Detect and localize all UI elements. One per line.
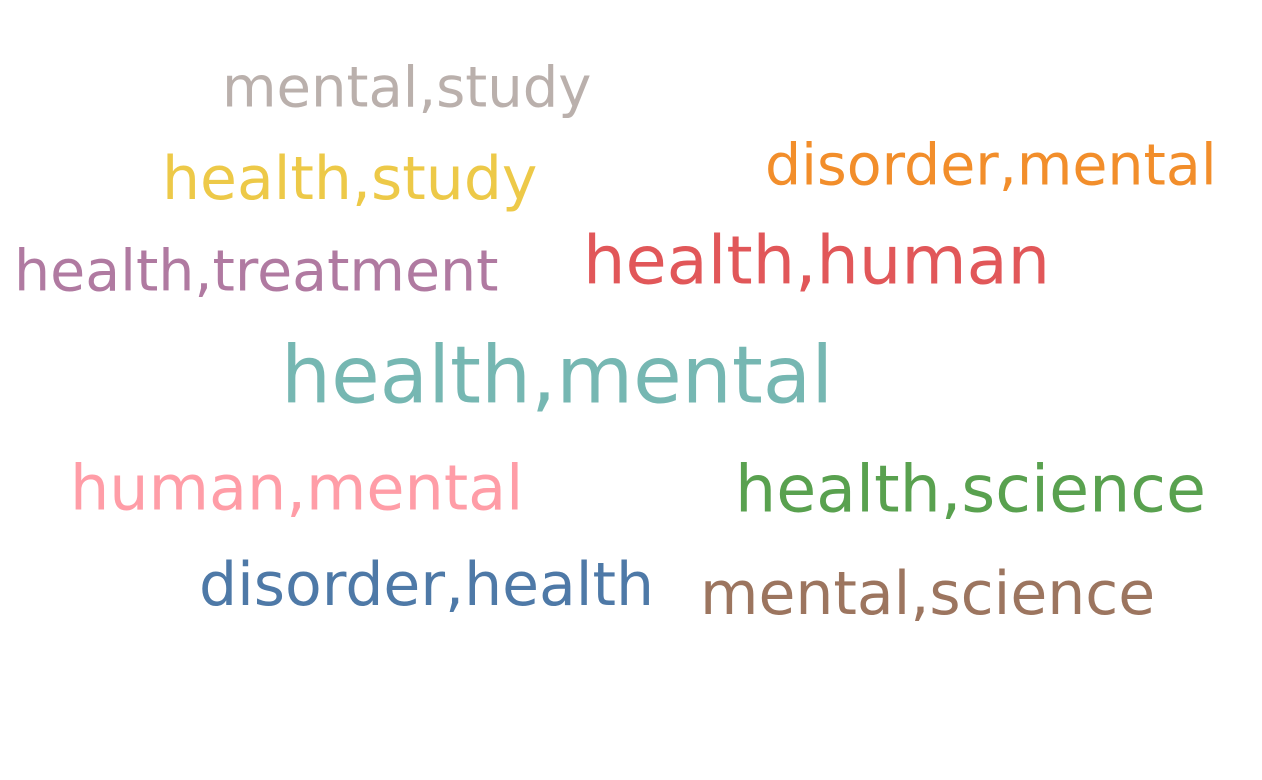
word-health-treatment: health,treatment	[14, 238, 499, 305]
word-disorder-health: disorder,health	[199, 550, 655, 621]
word-health-human: health,human	[583, 221, 1051, 300]
word-mental-science: mental,science	[700, 559, 1156, 630]
word-health-study: health,study	[162, 144, 538, 215]
word-health-mental: health,mental	[281, 329, 834, 422]
word-mental-study: mental,study	[222, 55, 592, 121]
word-human-mental: human,mental	[70, 451, 524, 525]
word-health-science: health,science	[735, 452, 1206, 528]
word-disorder-mental: disorder,mental	[765, 132, 1217, 199]
